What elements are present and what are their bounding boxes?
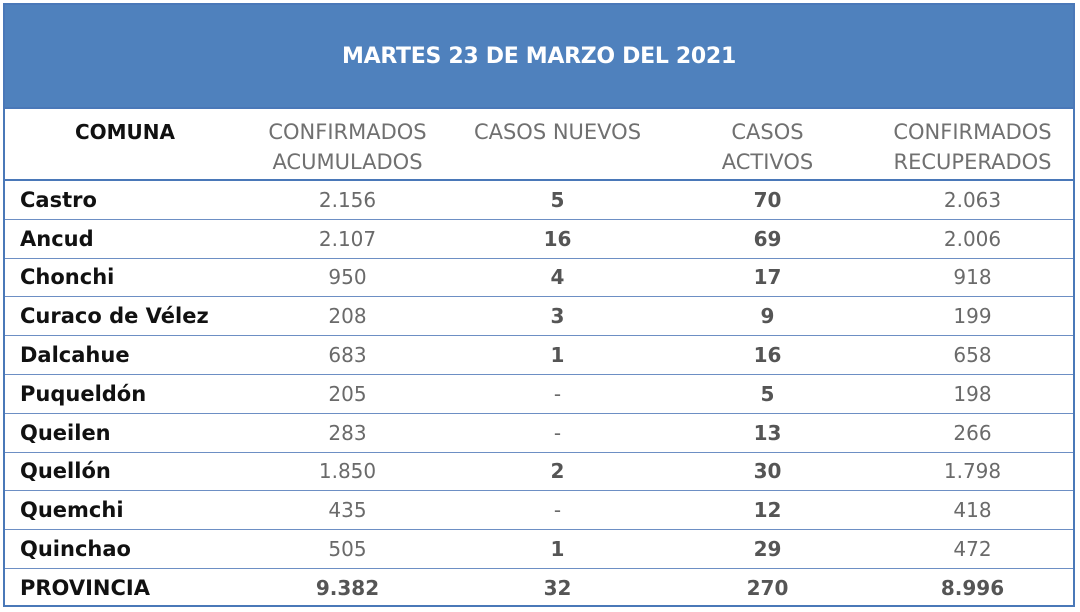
total-row: PROVINCIA 9.382 32 270 8.996 <box>5 569 1073 608</box>
header-confirmados-recuperados: CONFIRMADOS RECUPERADOS <box>870 117 1075 177</box>
cell-activos: 70 <box>753 187 782 212</box>
cell-nuevos: - <box>553 420 562 445</box>
cell-comuna: Curaco de Vélez <box>20 304 209 329</box>
header-line: ACUMULADOS <box>272 150 423 174</box>
cell-activos: 29 <box>753 537 782 562</box>
cell-acumulados: 9.382 <box>315 576 380 601</box>
cell-acumulados: 2.107 <box>318 226 377 251</box>
header-casos-activos: CASOS ACTIVOS <box>665 117 870 177</box>
header-line: CONFIRMADOS <box>893 120 1052 144</box>
table-row: Dalcahue 683 1 16 658 <box>5 336 1073 375</box>
cell-nuevos: 1 <box>550 343 565 368</box>
cell-recuperados: 198 <box>953 381 992 406</box>
header-line: CASOS NUEVOS <box>473 120 642 144</box>
cell-comuna: Quellón <box>20 459 111 484</box>
cell-recuperados: 472 <box>953 537 992 562</box>
cell-activos: 12 <box>753 498 782 523</box>
table-row: Puqueldón 205 - 5 198 <box>5 375 1073 414</box>
cell-acumulados: 205 <box>328 381 367 406</box>
cell-comuna: PROVINCIA <box>20 576 150 601</box>
cell-acumulados: 1.850 <box>318 459 377 484</box>
cell-activos: 30 <box>753 459 782 484</box>
cell-comuna: Chonchi <box>20 265 115 290</box>
cell-nuevos: 3 <box>550 304 565 329</box>
cell-comuna: Castro <box>20 187 97 212</box>
cell-comuna: Ancud <box>20 226 94 251</box>
cell-acumulados: 683 <box>328 343 367 368</box>
cell-nuevos: - <box>553 381 562 406</box>
cell-acumulados: 208 <box>328 304 367 329</box>
cell-activos: 16 <box>753 343 782 368</box>
cell-comuna: Quemchi <box>20 498 124 523</box>
header-confirmados-acumulados: CONFIRMADOS ACUMULADOS <box>245 117 450 177</box>
cell-nuevos: 4 <box>550 265 565 290</box>
table-body: Castro 2.156 5 70 2.063 Ancud 2.107 16 6… <box>5 181 1073 608</box>
cell-acumulados: 505 <box>328 537 367 562</box>
header-line: CONFIRMADOS <box>268 120 427 144</box>
table-title-bar: MARTES 23 DE MARZO DEL 2021 <box>5 5 1073 109</box>
cell-comuna: Dalcahue <box>20 343 130 368</box>
cell-activos: 9 <box>760 304 775 329</box>
cell-activos: 17 <box>753 265 782 290</box>
cell-comuna: Puqueldón <box>20 381 147 406</box>
table-row: Ancud 2.107 16 69 2.006 <box>5 220 1073 259</box>
cell-acumulados: 283 <box>328 420 367 445</box>
cell-nuevos: 32 <box>543 576 572 601</box>
covid-table: MARTES 23 DE MARZO DEL 2021 COMUNA CONFI… <box>3 3 1075 607</box>
cell-recuperados: 199 <box>953 304 992 329</box>
cell-recuperados: 418 <box>953 498 992 523</box>
cell-recuperados: 266 <box>953 420 992 445</box>
cell-acumulados: 2.156 <box>318 187 377 212</box>
cell-recuperados: 8.996 <box>940 576 1005 601</box>
cell-acumulados: 950 <box>328 265 367 290</box>
table-row: Quinchao 505 1 29 472 <box>5 530 1073 569</box>
cell-activos: 5 <box>760 381 775 406</box>
cell-recuperados: 1.798 <box>943 459 1002 484</box>
cell-comuna: Quinchao <box>20 537 131 562</box>
cell-comuna: Queilen <box>20 420 111 445</box>
cell-recuperados: 2.006 <box>943 226 1002 251</box>
cell-nuevos: 5 <box>550 187 565 212</box>
header-line: RECUPERADOS <box>893 150 1052 174</box>
cell-activos: 13 <box>753 420 782 445</box>
cell-activos: 69 <box>753 226 782 251</box>
cell-activos: 270 <box>746 576 789 601</box>
table-row: Quellón 1.850 2 30 1.798 <box>5 453 1073 492</box>
column-header-row: COMUNA CONFIRMADOS ACUMULADOS CASOS NUEV… <box>5 109 1073 181</box>
table-row: Curaco de Vélez 208 3 9 199 <box>5 297 1073 337</box>
header-casos-nuevos: CASOS NUEVOS <box>450 117 665 147</box>
table-title: MARTES 23 DE MARZO DEL 2021 <box>342 43 736 69</box>
cell-recuperados: 2.063 <box>943 187 1002 212</box>
cell-acumulados: 435 <box>328 498 367 523</box>
cell-nuevos: 16 <box>543 226 572 251</box>
header-line: ACTIVOS <box>721 150 814 174</box>
table-row: Queilen 283 - 13 266 <box>5 414 1073 453</box>
cell-nuevos: - <box>553 498 562 523</box>
header-line: CASOS <box>731 120 804 144</box>
cell-recuperados: 658 <box>953 343 992 368</box>
table-row: Castro 2.156 5 70 2.063 <box>5 181 1073 220</box>
table-row: Quemchi 435 - 12 418 <box>5 491 1073 531</box>
cell-nuevos: 2 <box>550 459 565 484</box>
header-comuna: COMUNA <box>74 120 176 144</box>
cell-recuperados: 918 <box>953 265 992 290</box>
cell-nuevos: 1 <box>550 537 565 562</box>
table-row: Chonchi 950 4 17 918 <box>5 259 1073 298</box>
